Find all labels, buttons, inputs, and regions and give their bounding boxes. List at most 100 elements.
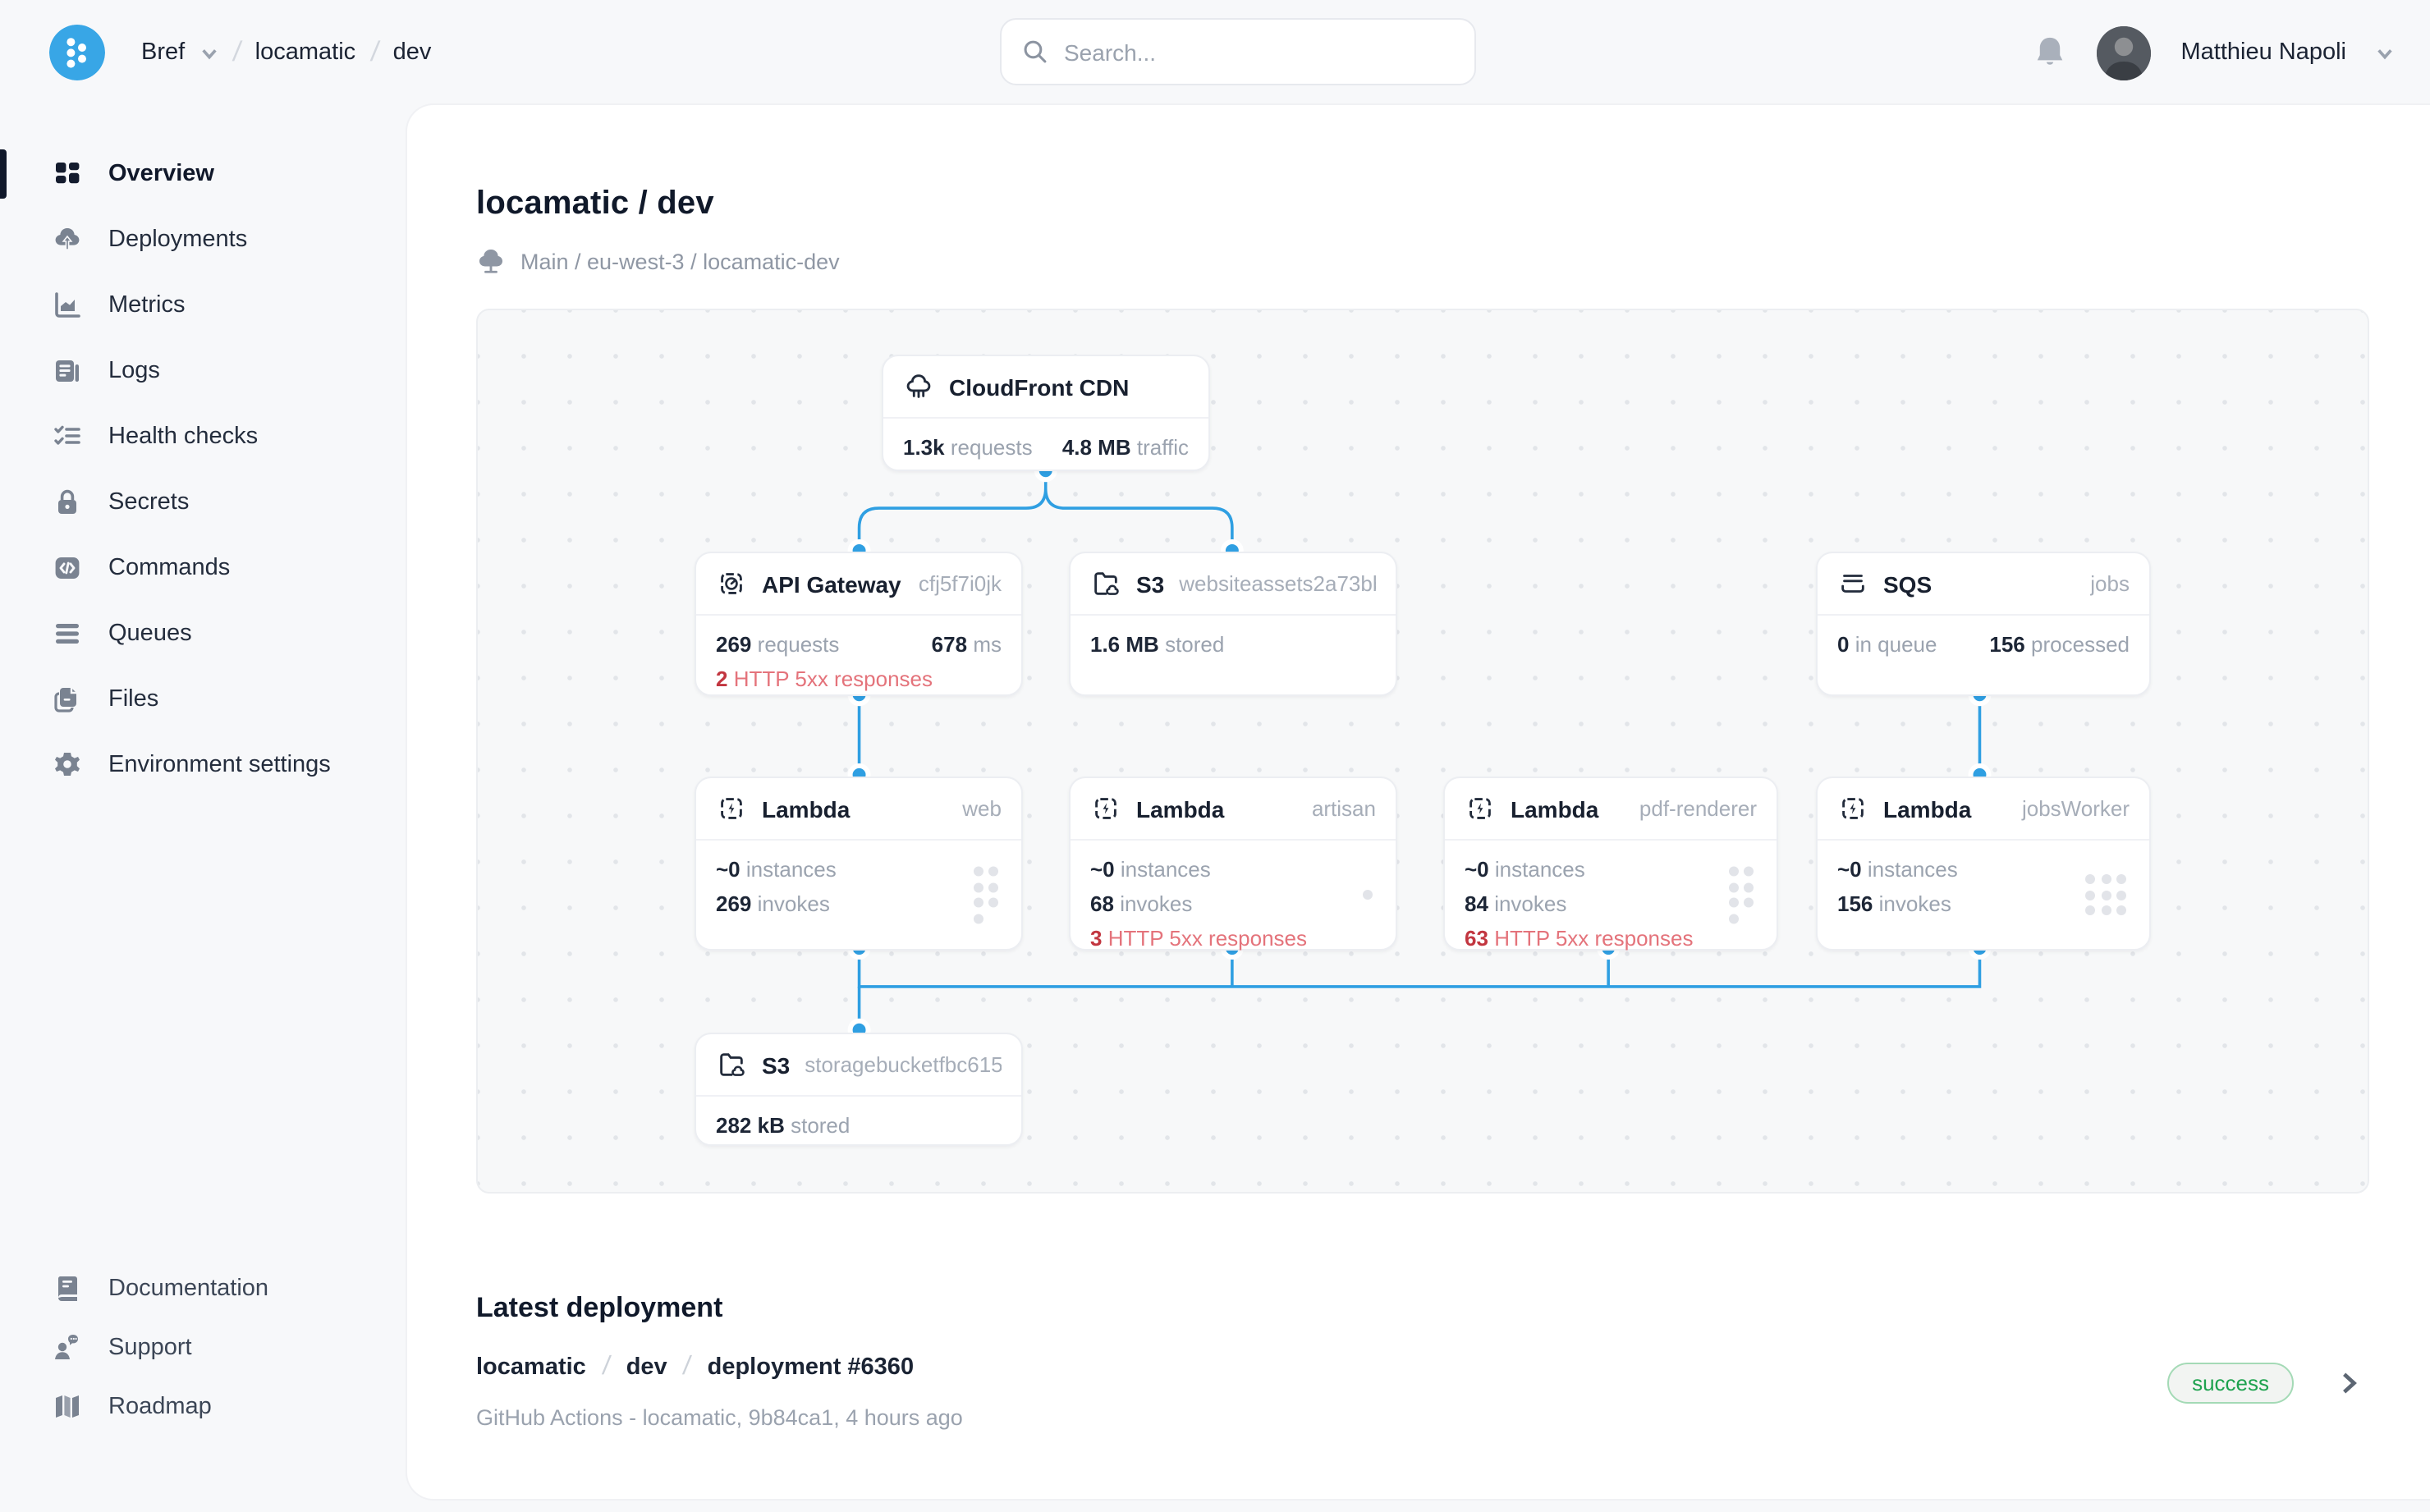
- sidebar-item-label: Queues: [108, 621, 192, 647]
- node-lambda-artisan[interactable]: Lambda artisan ~0 instances 68 invokes 3…: [1069, 765, 1397, 951]
- breadcrumb-org[interactable]: Bref: [141, 39, 186, 66]
- node-cloudfront[interactable]: CloudFront CDN 1.3k requests 4.8 MB traf…: [882, 355, 1210, 471]
- stat-label: instances: [1120, 857, 1211, 882]
- sidebar-item-environment-settings[interactable]: Environment settings: [0, 732, 407, 798]
- map-icon: [51, 1391, 84, 1423]
- stat-label: traffic: [1136, 435, 1189, 460]
- sidebar-item-label: Support: [108, 1335, 192, 1361]
- node-title: API Gateway: [762, 570, 901, 597]
- deployment-env: dev: [626, 1354, 667, 1381]
- search-box: [1000, 18, 1476, 85]
- node-title: CloudFront CDN: [949, 373, 1130, 400]
- deployment-meta: GitHub Actions - locamatic, 9b84ca1, 4 h…: [476, 1405, 963, 1430]
- stat-label: in queue: [1855, 632, 1937, 657]
- stat-value: ~0: [1465, 857, 1489, 882]
- lambda-icon: [1842, 798, 1864, 819]
- sidebar-item-files[interactable]: Files: [0, 667, 407, 732]
- sidebar-item-health-checks[interactable]: Health checks: [0, 404, 407, 470]
- status-badge: success: [2167, 1363, 2294, 1404]
- bref-logo-icon[interactable]: [49, 25, 105, 80]
- node-lambda-jobsworker[interactable]: Lambda jobsWorker ~0 instances 156 invok…: [1816, 765, 2151, 951]
- chart-icon: [51, 289, 84, 322]
- environment-path[interactable]: Main / eu-west-3 / locamatic-dev: [520, 249, 840, 273]
- node-s3-website[interactable]: S3 websiteassets2a73bb6… 1.6 MB stored: [1069, 552, 1397, 696]
- sidebar-item-support[interactable]: Support: [0, 1318, 407, 1377]
- breadcrumb-project[interactable]: locamatic: [254, 39, 356, 66]
- node-identifier: pdf-renderer: [1639, 796, 1757, 821]
- sidebar-item-documentation[interactable]: Documentation: [0, 1259, 407, 1318]
- stat-label: instances: [1494, 857, 1585, 882]
- sidebar-item-label: Commands: [108, 555, 231, 581]
- node-identifier: jobsWorker: [2021, 796, 2130, 821]
- lambda-icon: [1095, 798, 1116, 819]
- error-stat: 2 HTTP 5xx responses: [716, 667, 933, 691]
- notifications-bell-icon[interactable]: [2033, 34, 2068, 71]
- stat-label: invokes: [1120, 891, 1193, 916]
- s3-icon: [720, 1053, 745, 1076]
- stat-value: ~0: [1837, 857, 1862, 882]
- node-title: SQS: [1883, 570, 1933, 597]
- node-identifier: web: [962, 796, 1002, 821]
- stat-label: requests: [950, 435, 1033, 460]
- stat-value: 156: [1989, 632, 2025, 657]
- stat-label: invokes: [757, 891, 830, 916]
- stat-label: invokes: [1878, 891, 1951, 916]
- stat-label: instances: [1867, 857, 1958, 882]
- deployment-name: deployment #6360: [707, 1354, 915, 1381]
- node-api-gateway[interactable]: API Gateway cfj5f7i0jk 269 requests 678 …: [695, 552, 1023, 696]
- api-gateway-icon: [721, 573, 742, 594]
- sidebar-item-metrics[interactable]: Metrics: [0, 273, 407, 338]
- lambda-icon: [1469, 798, 1491, 819]
- search-input[interactable]: [1064, 39, 1455, 65]
- code-icon: [51, 552, 84, 584]
- node-title: S3: [762, 1052, 791, 1078]
- stat-value: 4.8 MB: [1061, 435, 1131, 460]
- sidebar-item-roadmap[interactable]: Roadmap: [0, 1377, 407, 1436]
- chevron-right-icon[interactable]: [2336, 1371, 2361, 1395]
- cloudfront-icon: [906, 374, 931, 398]
- cloud-upload-icon: [51, 223, 84, 256]
- breadcrumb-env[interactable]: dev: [392, 39, 432, 66]
- sidebar-item-logs[interactable]: Logs: [0, 338, 407, 404]
- node-identifier: jobs: [2090, 571, 2130, 596]
- sidebar-item-overview[interactable]: Overview: [0, 141, 407, 207]
- architecture-diagram: CloudFront CDN 1.3k requests 4.8 MB traf…: [476, 309, 2369, 1194]
- sidebar-item-secrets[interactable]: Secrets: [0, 470, 407, 535]
- sidebar-item-label: Deployments: [108, 227, 248, 253]
- node-lambda-pdf-renderer[interactable]: Lambda pdf-renderer ~0 instances 84 invo…: [1443, 765, 1778, 951]
- breadcrumb-separator: /: [368, 36, 381, 67]
- sidebar-item-label: Secrets: [108, 489, 190, 515]
- sidebar-item-label: Files: [108, 686, 159, 712]
- node-title: S3: [1136, 570, 1165, 597]
- latest-deployment-row[interactable]: locamatic / dev / deployment #6360 GitHu…: [476, 1353, 2361, 1430]
- node-title: Lambda: [1136, 795, 1225, 822]
- user-avatar[interactable]: [2097, 25, 2152, 80]
- stat-value: 84: [1465, 891, 1488, 916]
- stat-value: 269: [716, 632, 752, 657]
- sidebar-item-label: Environment settings: [108, 752, 331, 778]
- checklist-icon: [51, 420, 84, 453]
- sidebar-item-label: Documentation: [108, 1276, 269, 1302]
- stat-value: 1.6 MB: [1090, 632, 1159, 657]
- chevron-down-icon[interactable]: [199, 44, 218, 62]
- sidebar-item-queues[interactable]: Queues: [0, 601, 407, 667]
- node-identifier: storagebucketfbc6155…: [805, 1052, 1002, 1077]
- user-name[interactable]: Matthieu Napoli: [2180, 39, 2347, 66]
- stat-label: instances: [745, 857, 837, 882]
- instance-activity-dots: [973, 866, 998, 923]
- node-lambda-web[interactable]: Lambda web ~0 instances 269 invokes: [695, 765, 1023, 951]
- node-sqs[interactable]: SQS jobs 0 in queue 156 processed: [1816, 552, 2151, 696]
- stat-label: processed: [2031, 632, 2130, 657]
- queue-icon: [51, 617, 84, 650]
- instance-activity-dots: [1363, 890, 1373, 900]
- top-bar: Bref / locamatic / dev: [0, 0, 2430, 105]
- error-stat: 63 HTTP 5xx responses: [1465, 926, 1694, 951]
- grid-icon: [51, 158, 84, 190]
- node-s3-storage[interactable]: S3 storagebucketfbc6155… 282 kB stored: [695, 1033, 1023, 1146]
- sidebar-item-label: Health checks: [108, 424, 259, 450]
- sidebar-item-commands[interactable]: Commands: [0, 535, 407, 601]
- stat-value: 156: [1837, 891, 1873, 916]
- user-menu-chevron-icon[interactable]: [2376, 44, 2394, 62]
- sidebar-item-deployments[interactable]: Deployments: [0, 207, 407, 273]
